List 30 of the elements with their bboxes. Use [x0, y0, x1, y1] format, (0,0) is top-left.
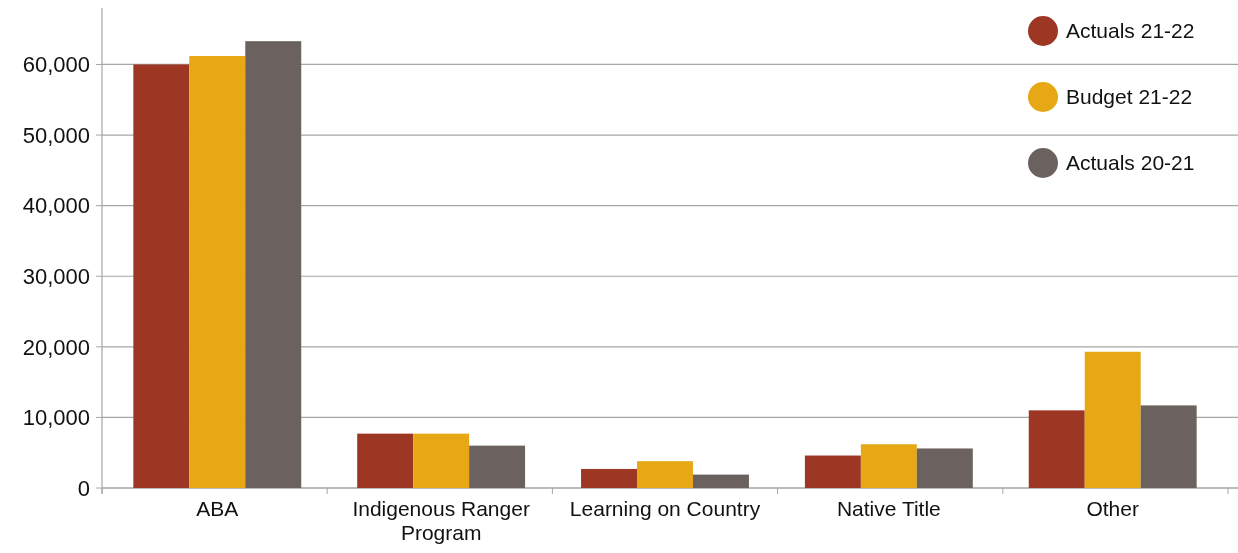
x-tick-label: Learning on Country	[569, 497, 761, 520]
bar	[357, 433, 414, 488]
bar	[189, 56, 246, 488]
bar	[469, 445, 526, 488]
x-tick-label: ABA	[196, 497, 239, 520]
bar	[916, 448, 973, 488]
bar	[413, 433, 470, 488]
x-tick-label: Other	[1086, 497, 1139, 520]
y-tick-label: 10,000	[22, 405, 90, 431]
y-tick-label: 40,000	[22, 193, 90, 219]
y-tick-label: 0	[77, 475, 90, 501]
bar	[1084, 351, 1141, 488]
bar	[804, 455, 861, 488]
legend-label: Actuals 21-22	[1066, 19, 1195, 43]
x-tick-label: Native Title	[836, 497, 941, 520]
bar	[133, 64, 190, 488]
legend-label: Actuals 20-21	[1066, 151, 1195, 175]
y-tick-label: 20,000	[22, 334, 90, 360]
bar	[245, 41, 302, 488]
x-tick-label: Indigenous Ranger Program	[352, 497, 530, 544]
y-tick-label: 60,000	[22, 52, 90, 78]
bar	[1140, 405, 1197, 488]
bar	[637, 461, 693, 488]
bar	[692, 474, 749, 488]
y-tick-label: 50,000	[22, 122, 90, 148]
bar	[860, 444, 917, 488]
legend-label: Budget 21-22	[1066, 85, 1193, 109]
y-tick-label: 30,000	[22, 263, 90, 289]
bar	[581, 468, 638, 488]
bar	[1028, 410, 1085, 488]
